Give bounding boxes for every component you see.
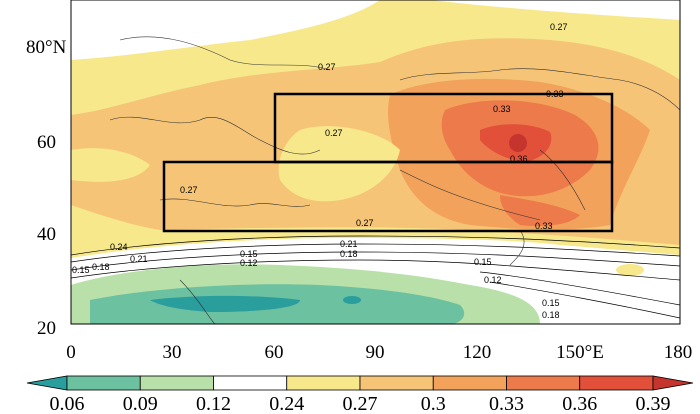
contour-label: 0.33 bbox=[535, 221, 553, 231]
colorbar-label: 0.39 bbox=[636, 393, 671, 414]
colorbar-label: 0.24 bbox=[269, 393, 304, 414]
y-tick-label: 60 bbox=[37, 132, 56, 153]
contour-label: 0.15 bbox=[240, 249, 258, 259]
contour-label: 0.27 bbox=[180, 185, 198, 195]
colorbar-swatch bbox=[139, 375, 214, 391]
x-tick-label: 30 bbox=[163, 342, 182, 363]
contour-label: 0.15 bbox=[542, 298, 560, 308]
contour-label: 0.21 bbox=[340, 239, 358, 249]
contour-label: 0.33 bbox=[493, 104, 511, 114]
contour-label: 0.18 bbox=[92, 262, 110, 272]
contour-label: 0.18 bbox=[542, 310, 560, 320]
colorbar-swatch bbox=[213, 375, 288, 391]
contour-label: 0.33 bbox=[546, 89, 564, 99]
colorbar-max-arrow bbox=[652, 375, 694, 391]
colorbar-label: 0.36 bbox=[562, 393, 597, 414]
x-tick-label: 150°E bbox=[556, 342, 604, 363]
x-tick-label: 180 bbox=[664, 342, 693, 363]
colorbar-label: 0.27 bbox=[343, 393, 378, 414]
contour-label: 0.12 bbox=[240, 258, 258, 268]
contour-label: 0.24 bbox=[110, 242, 128, 252]
south-region-box bbox=[162, 160, 614, 233]
x-tick-label: 120 bbox=[463, 342, 492, 363]
colorbar-swatch bbox=[66, 375, 141, 391]
contour-label: 0.27 bbox=[325, 128, 343, 138]
colorbar-label: 0.06 bbox=[50, 393, 85, 414]
colorbar-min-arrow bbox=[26, 375, 68, 391]
colorbar-swatch bbox=[579, 375, 654, 391]
contour-label: 0.27 bbox=[356, 218, 374, 228]
colorbar-swatch bbox=[359, 375, 434, 391]
contour-label: 0.36 bbox=[510, 154, 528, 164]
contour-label: 0.12 bbox=[484, 275, 502, 285]
contour-label: 0.27 bbox=[550, 22, 568, 32]
contour-label: 0.15 bbox=[72, 265, 90, 275]
y-tick-label: 40 bbox=[37, 224, 56, 245]
colorbar: 0.06 0.09 0.12 0.24 0.27 0.3 0.33 0.36 0.39 bbox=[26, 375, 694, 414]
colorbar-label: 0.12 bbox=[196, 393, 231, 414]
contour-label: 0.18 bbox=[340, 249, 358, 259]
x-tick-label: 0 bbox=[66, 342, 76, 363]
x-axis: 0 30 60 90 120 150°E 180 bbox=[66, 342, 692, 363]
plot-frame bbox=[70, 0, 681, 325]
x-tick-label: 60 bbox=[265, 342, 284, 363]
y-tick-label: 80°N bbox=[26, 37, 67, 58]
y-tick-label: 20 bbox=[37, 318, 56, 339]
y-axis: 80°N 60 40 20 bbox=[26, 37, 67, 339]
colorbar-swatch bbox=[432, 375, 507, 391]
x-tick-label: 90 bbox=[366, 342, 385, 363]
colorbar-label: 0.3 bbox=[421, 393, 446, 414]
contour-label: 0.27 bbox=[318, 62, 336, 72]
colorbar-swatch bbox=[286, 375, 361, 391]
contour-label: 0.21 bbox=[130, 254, 148, 264]
colorbar-swatch bbox=[506, 375, 581, 391]
filled-contours bbox=[71, 0, 680, 324]
colorbar-label: 0.09 bbox=[123, 393, 158, 414]
colorbar-label: 0.33 bbox=[489, 393, 524, 414]
contour-label: 0.15 bbox=[474, 257, 492, 267]
contour-labels: 0.27 0.27 0.27 0.27 0.33 0.33 0.33 0.36 … bbox=[72, 22, 568, 320]
